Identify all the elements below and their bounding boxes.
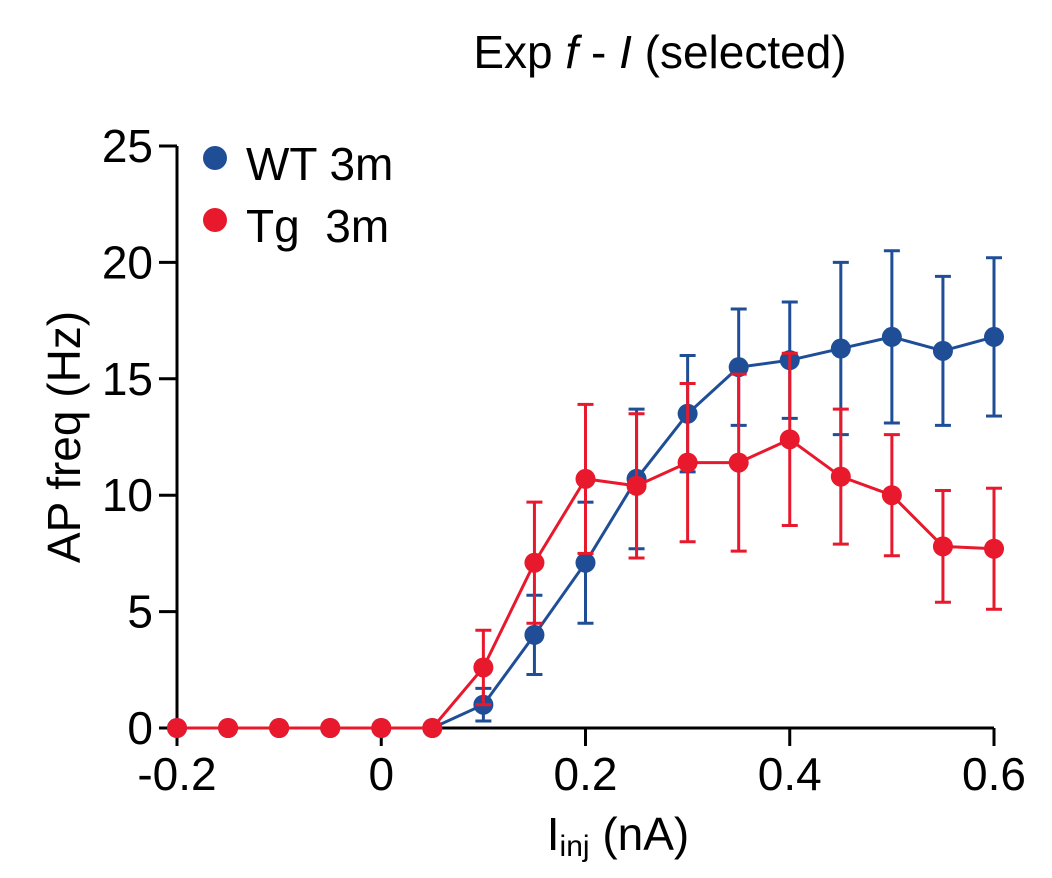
data-point <box>575 468 596 489</box>
series-1 <box>167 351 1004 738</box>
data-point <box>728 357 749 378</box>
chart-title: Exp f - I (selected) <box>473 26 846 78</box>
data-point <box>677 452 698 473</box>
y-tick-label: 15 <box>102 353 153 405</box>
data-point <box>371 718 392 738</box>
y-tick-label: 0 <box>127 702 153 754</box>
data-point <box>524 552 545 573</box>
y-tick-label: 5 <box>127 586 153 638</box>
plot-area <box>167 249 1004 738</box>
data-point <box>269 718 290 738</box>
data-point <box>830 338 851 359</box>
x-tick-label: -0.2 <box>137 748 216 800</box>
data-point <box>728 452 749 473</box>
x-tick-label: 0.4 <box>758 748 822 800</box>
legend-marker-wt <box>203 146 227 170</box>
data-point <box>524 624 545 645</box>
data-point <box>320 718 341 738</box>
x-tick-label: 0.6 <box>962 748 1026 800</box>
data-point <box>881 326 902 347</box>
data-point <box>779 429 800 450</box>
data-point <box>830 466 851 487</box>
legend: WT 3m Tg 3m <box>203 138 393 252</box>
data-point <box>932 536 953 557</box>
legend-label-tg: Tg 3m <box>246 200 389 252</box>
data-point <box>575 552 596 573</box>
x-ticks: -0.2 0 0.2 0.4 0.6 <box>137 728 1026 800</box>
data-point <box>881 485 902 506</box>
data-point <box>984 538 1004 559</box>
data-point <box>422 718 443 738</box>
data-point <box>167 718 187 738</box>
x-tick-label: 0.2 <box>554 748 618 800</box>
legend-item-tg: Tg 3m <box>203 200 389 252</box>
y-tick-label: 20 <box>102 236 153 288</box>
y-tick-label: 10 <box>102 469 153 521</box>
legend-marker-tg <box>203 208 227 232</box>
x-axis-label: Iinj (nA) <box>547 808 689 863</box>
legend-label-wt: WT 3m <box>246 138 393 190</box>
legend-item-wt: WT 3m <box>203 138 393 190</box>
y-tick-label: 25 <box>102 120 153 172</box>
data-point <box>218 718 239 738</box>
data-point <box>984 326 1004 347</box>
data-point <box>932 340 953 361</box>
x-tick-label: 0 <box>368 748 394 800</box>
y-axis-label: AP freq (Hz) <box>38 311 90 563</box>
data-point <box>626 475 647 496</box>
y-ticks: 0 5 10 15 20 25 <box>102 120 177 754</box>
data-point <box>473 657 494 678</box>
